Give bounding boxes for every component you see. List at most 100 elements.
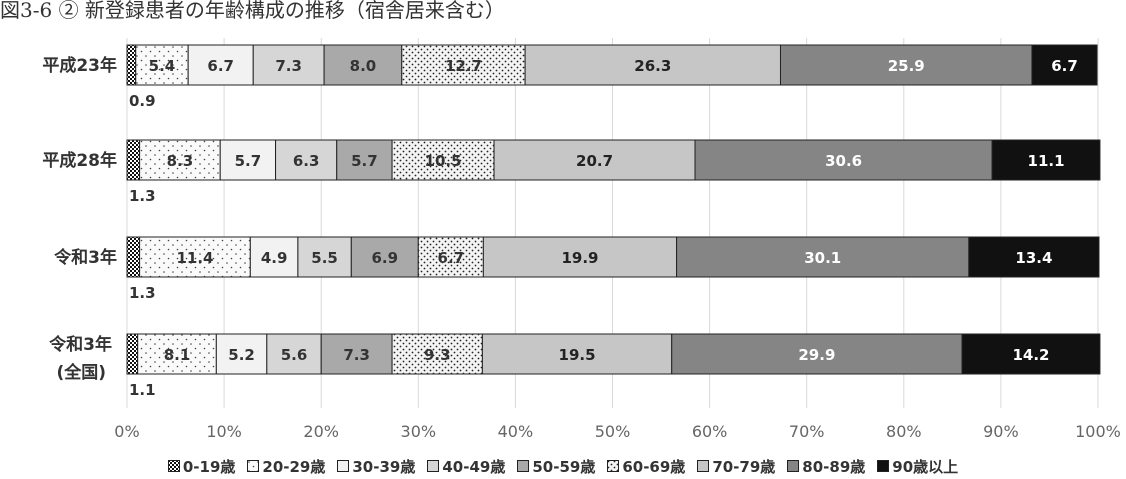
- legend-swatch: [607, 460, 620, 472]
- data-label: 5.5: [311, 249, 338, 267]
- legend-label: 90歳以上: [892, 457, 959, 476]
- category-label-line2: (全国): [56, 362, 106, 383]
- bar-segment: [391, 333, 483, 375]
- data-label: 11.1: [1028, 152, 1065, 170]
- legend-swatch: [167, 460, 180, 472]
- data-label: 19.9: [561, 249, 598, 267]
- bar-segment: [126, 44, 137, 86]
- data-label: 14.2: [1012, 346, 1049, 364]
- x-tick-label: 0%: [114, 422, 139, 441]
- bar-segment: [779, 44, 1033, 86]
- legend-item: 0-19歳: [167, 456, 236, 477]
- bar-segment: [266, 333, 322, 375]
- x-tick-label: 90%: [983, 422, 1019, 441]
- data-label: 29.9: [798, 346, 835, 364]
- legend-label: 30-39歳: [352, 457, 416, 476]
- legend-swatch: [517, 460, 530, 472]
- legend-label: 50-59歳: [532, 457, 596, 476]
- data-label: 9.3: [424, 346, 451, 364]
- bar-segment: [249, 236, 299, 278]
- x-tick-label: 60%: [692, 422, 728, 441]
- data-label: 4.9: [261, 249, 288, 267]
- bar-segment: [126, 236, 141, 278]
- x-tick-label: 50%: [595, 422, 631, 441]
- data-label: 6.7: [207, 57, 234, 75]
- data-label: 8.0: [350, 57, 377, 75]
- legend-swatch: [877, 460, 890, 472]
- data-label: 1.3: [129, 284, 156, 302]
- legend: 0-19歳 20-29歳 30-39歳 40-49歳 50-59歳 60-69歳 70-79…: [0, 453, 1126, 479]
- bar-segment: [139, 139, 221, 181]
- legend-item: 20-29歳: [247, 456, 325, 477]
- data-label: 5.7: [235, 152, 262, 170]
- legend-swatch: [337, 460, 350, 472]
- bar-segment: [126, 139, 141, 181]
- x-tick-label: 10%: [206, 422, 242, 441]
- bar-segment: [961, 333, 1101, 375]
- x-tick-label: 20%: [303, 422, 339, 441]
- bar-segment: [187, 44, 254, 86]
- legend-label: 40-49歳: [442, 457, 506, 476]
- data-label: 1.3: [129, 187, 156, 205]
- bar-segment: [350, 236, 419, 278]
- data-label: 8.3: [167, 152, 194, 170]
- x-tick-label: 100%: [1075, 422, 1121, 441]
- legend-item: 90歳以上: [877, 456, 958, 477]
- data-label: 30.6: [825, 152, 862, 170]
- x-tick-label: 80%: [886, 422, 922, 441]
- data-label: 5.6: [281, 346, 308, 364]
- bar-segment: [676, 236, 970, 278]
- x-tick-label: 70%: [789, 422, 825, 441]
- legend-label: 80-89歳: [802, 457, 866, 476]
- bar-segment: [323, 44, 403, 86]
- legend-item: 70-79歳: [697, 456, 775, 477]
- data-label: 8.1: [164, 346, 191, 364]
- bar-segment: [481, 333, 673, 375]
- stacked-bar-chart: 0.9 5.4 6.7 7.3 8.0 12.7 26.3 25.9 6.7 1.3 8.3 5.7 6…: [42, 38, 1121, 441]
- category-label: 平成28年: [42, 150, 117, 171]
- data-label: 6.3: [293, 152, 320, 170]
- category-label: 平成23年: [42, 55, 117, 76]
- data-label: 25.9: [888, 57, 925, 75]
- data-label: 1.1: [129, 381, 156, 399]
- legend-label: 0-19歳: [182, 457, 236, 476]
- data-label: 10.5: [425, 152, 462, 170]
- legend-label: 70-79歳: [712, 457, 776, 476]
- bar-segment: [135, 44, 189, 86]
- data-label: 30.1: [804, 249, 841, 267]
- data-label: 13.4: [1015, 249, 1052, 267]
- data-label: 6.9: [372, 249, 399, 267]
- bar-segment: [1031, 44, 1098, 86]
- legend-item: 50-59歳: [517, 456, 595, 477]
- bar-segment: [219, 139, 277, 181]
- data-label: 26.3: [634, 57, 671, 75]
- legend-label: 20-29歳: [262, 457, 326, 476]
- data-label: 5.4: [149, 57, 176, 75]
- legend-swatch: [427, 460, 440, 472]
- bars: 0.9 5.4 6.7 7.3 8.0 12.7 26.3 25.9 6.7 1.3 8.3 5.7 6…: [126, 44, 1101, 399]
- data-label: 5.7: [351, 152, 378, 170]
- data-label: 12.7: [445, 57, 482, 75]
- bar-segment: [139, 236, 251, 278]
- bar-segment: [336, 139, 393, 181]
- legend-swatch: [787, 460, 800, 472]
- data-label: 0.9: [129, 92, 156, 110]
- bar-segment: [320, 333, 393, 375]
- data-label: 7.3: [275, 57, 302, 75]
- bar-segment: [215, 333, 268, 375]
- bar-segment: [137, 333, 217, 375]
- x-tick-label: 30%: [401, 422, 437, 441]
- data-label: 5.2: [228, 346, 255, 364]
- data-label: 20.7: [576, 152, 613, 170]
- legend-item: 80-89歳: [787, 456, 865, 477]
- x-tick-label: 40%: [498, 422, 534, 441]
- bar-segment: [991, 139, 1101, 181]
- bar-segment: [968, 236, 1100, 278]
- bar-segment: [275, 139, 338, 181]
- legend-swatch: [697, 460, 710, 472]
- legend-item: 60-69歳: [607, 456, 685, 477]
- legend-swatch: [247, 460, 260, 472]
- data-label: 6.7: [438, 249, 465, 267]
- x-axis-tick-labels: 0% 10% 20% 30% 40% 50% 60% 70% 80% 90% 100%: [114, 422, 1121, 441]
